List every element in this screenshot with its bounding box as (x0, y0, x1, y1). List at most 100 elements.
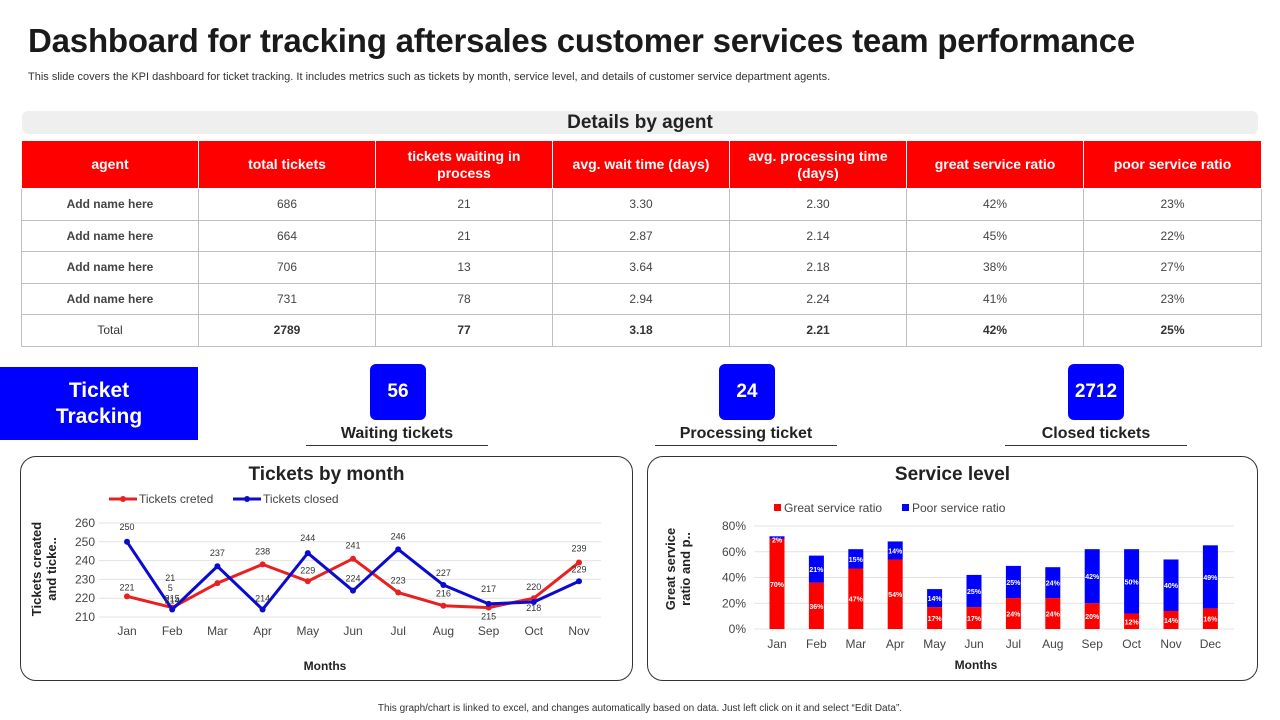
table-cell: 45% (906, 219, 1084, 252)
data-label: 214 (165, 595, 180, 605)
table-cell: 21 (375, 188, 553, 221)
table-cell: 2.18 (729, 251, 907, 284)
x-tick-label: Sep (478, 624, 500, 638)
col-header-great-service: great service ratio (906, 140, 1084, 189)
data-label: 229 (571, 564, 586, 574)
x-tick-label: Apr (253, 624, 272, 638)
data-point (395, 589, 402, 596)
y-axis-label-line: Tickets created (29, 522, 44, 616)
page-subtitle: This slide covers the KPI dashboard for … (28, 71, 831, 83)
data-label: 241 (345, 541, 360, 551)
data-label: 54% (888, 592, 903, 599)
data-point (259, 561, 266, 568)
x-tick-label: Jun (964, 637, 983, 651)
bar-great-service (1045, 598, 1061, 629)
kpi-processing-value: 24 (719, 364, 775, 420)
bar-great-service (1084, 603, 1100, 629)
bar-poor-service (808, 555, 824, 583)
y-axis-label: Tickets createdand ticke.. (29, 522, 59, 616)
data-label: 14% (888, 548, 903, 555)
x-tick-label: Dec (1200, 637, 1221, 651)
tickets-by-month-panel: Tickets by month 210 220 230 240 250 260 Jan Fe… (20, 456, 633, 681)
footer-note: This graph/chart is linked to excel, and… (377, 703, 903, 714)
data-label: 229 (300, 565, 315, 575)
legend-marker (244, 496, 250, 502)
bar-great-service (966, 607, 982, 629)
data-label: 215 (165, 594, 180, 604)
data-label: 25% (1006, 580, 1021, 587)
data-label: 24% (1006, 612, 1021, 619)
table-cell: 706 (198, 251, 376, 284)
col-header-tickets-waiting: tickets waiting in process (375, 140, 553, 189)
bar-poor-service (1163, 559, 1179, 611)
data-label: 36% (809, 604, 824, 611)
y-tick-label: 20% (722, 596, 746, 610)
bar-poor-service (966, 574, 982, 608)
data-label: 25% (967, 589, 982, 596)
bar-poor-service (1005, 565, 1021, 599)
y-tick-label: 60% (722, 545, 746, 559)
table-cell: 2.87 (552, 219, 730, 252)
page-title: Dashboard for tracking aftersales custom… (28, 22, 1136, 59)
x-axis-label: Months (304, 659, 347, 673)
data-label: 218 (526, 603, 541, 613)
y-tick-label: 240 (75, 554, 95, 568)
bar-great-service (808, 582, 824, 629)
x-tick-label: Jul (1006, 637, 1021, 651)
data-label: 224 (345, 574, 360, 584)
bar-great-service (1124, 613, 1140, 629)
y-axis-label: Great serviceratio and p.. (663, 528, 693, 610)
legend-swatch (902, 504, 909, 511)
bar-poor-service (927, 589, 943, 608)
table-cell: 38% (906, 251, 1084, 284)
table-cell: 27% (1083, 251, 1262, 284)
y-axis-label-line: Great service (663, 528, 678, 610)
y-tick-label: 210 (75, 610, 95, 624)
ticket-tracking-banner: Ticket Tracking (0, 367, 198, 440)
bar-poor-service (887, 541, 903, 560)
data-label: 214 (255, 593, 270, 603)
data-point (124, 593, 130, 600)
data-label: 250 (119, 522, 134, 532)
data-point (576, 559, 582, 566)
service-level-panel: Service level 0% 20% 40% 60% 80% Jan Feb Mar Apr… (647, 456, 1258, 681)
table-cell: 731 (198, 282, 376, 315)
data-label: 70% (770, 582, 785, 589)
table-cell: 23% (1083, 282, 1262, 315)
table-cell: 2.21 (729, 314, 907, 347)
data-label: 215 (481, 612, 496, 622)
bar-great-service (927, 607, 943, 629)
table-row: Add name here 706 13 3.64 2.18 38% 27% (21, 251, 1262, 284)
table-row: Add name here 664 21 2.87 2.14 45% 22% (21, 219, 1262, 252)
table-cell: 2.94 (552, 282, 730, 315)
data-label: 49% (1203, 575, 1218, 582)
data-label: 227 (436, 568, 451, 578)
table-cell: 78 (375, 282, 553, 315)
data-point (259, 606, 266, 613)
data-point (395, 546, 402, 553)
col-header-total-tickets: total tickets (198, 140, 376, 189)
x-tick-label: Jan (767, 637, 786, 651)
col-header-avg-processing: avg. processing time (days) (729, 140, 907, 189)
table-cell: Add name here (21, 251, 199, 284)
data-label: 50% (1125, 579, 1140, 586)
table-cell: 22% (1083, 219, 1262, 252)
bar-great-service (1202, 608, 1218, 629)
x-tick-label: Jan (117, 624, 136, 638)
table-cell: 13 (375, 251, 553, 284)
data-point (304, 550, 311, 557)
table-cell: 2.24 (729, 282, 907, 315)
data-label: 15% (849, 557, 864, 564)
data-label: 17% (967, 616, 982, 623)
y-tick-label: 40% (722, 571, 746, 585)
bar-great-service (1005, 598, 1021, 629)
table-cell: 21 (375, 219, 553, 252)
data-label: 40% (1164, 583, 1179, 590)
bar-great-service (848, 568, 864, 629)
kpi-waiting-label: Waiting tickets (306, 425, 488, 446)
data-point (214, 563, 221, 570)
data-point (124, 538, 130, 545)
x-tick-label: Aug (433, 624, 454, 638)
data-label: 237 (210, 548, 225, 558)
table-cell: 23% (1083, 188, 1262, 221)
